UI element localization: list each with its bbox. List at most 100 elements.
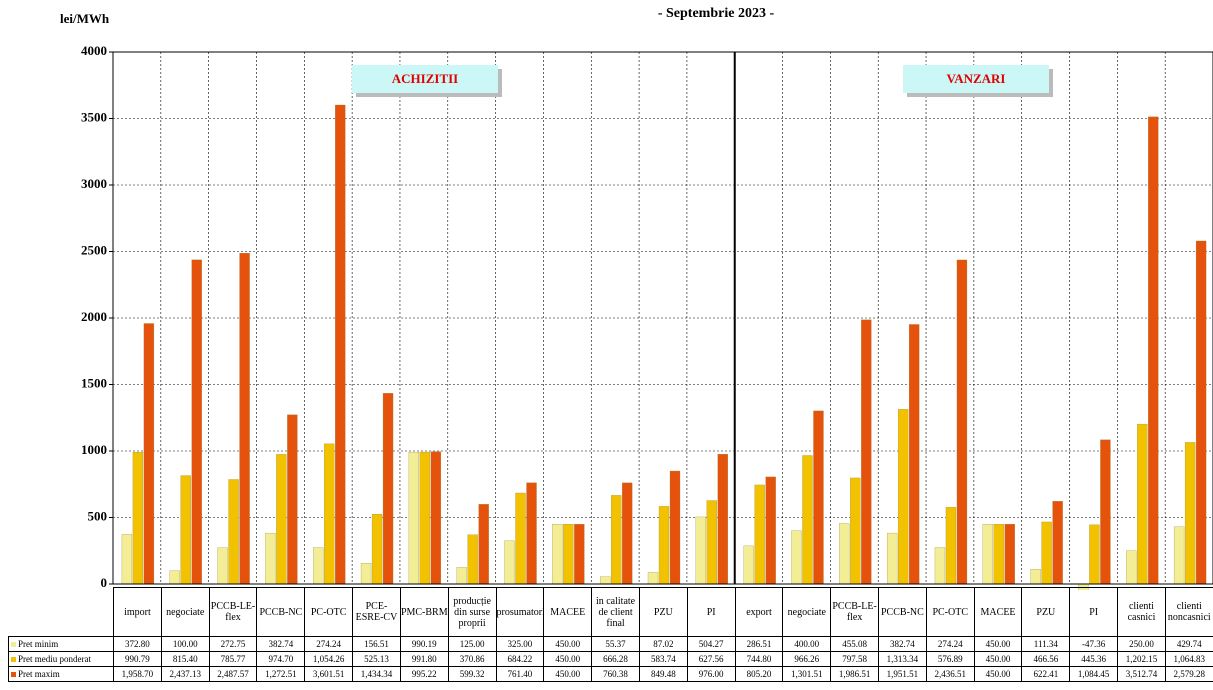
bar: [1126, 550, 1137, 585]
data-label: 455.08: [830, 636, 879, 652]
data-label: 325.00: [495, 636, 545, 652]
bar: [1052, 501, 1063, 585]
bar: [982, 524, 993, 585]
legend-swatch: [11, 657, 16, 663]
data-label: 1,202.15: [1117, 651, 1166, 667]
data-label: 1,434.34: [352, 666, 401, 682]
data-label: 274.24: [304, 636, 354, 652]
y-tick-label: 2500: [81, 242, 107, 257]
data-label: 2,437.13: [160, 666, 210, 682]
legend-label: Pret minim: [18, 639, 59, 649]
y-tick-label: 1500: [81, 375, 107, 390]
data-label: 576.89: [925, 651, 975, 667]
x-tick-label: PC-OTC: [925, 587, 975, 637]
data-label: 156.51: [352, 636, 401, 652]
bar: [706, 500, 717, 585]
data-label: 583.74: [638, 651, 688, 667]
bar: [1195, 240, 1207, 585]
x-tick-label: MACEE: [973, 587, 1023, 637]
bar: [287, 414, 298, 585]
annotation-box: [352, 65, 498, 93]
bar: [813, 410, 824, 585]
bar: [563, 524, 574, 585]
x-tick-label: PZU: [1021, 587, 1071, 637]
legend-swatch: [11, 672, 16, 678]
bar: [324, 443, 335, 585]
x-tick-label: in calitate de client final: [591, 587, 640, 637]
x-tick-label: PCE-ESRE-CV: [352, 587, 401, 637]
y-tick-label: 500: [88, 508, 108, 523]
x-tick-label: PCCB-LE-flex: [208, 587, 258, 637]
bar: [313, 547, 324, 585]
data-label: 627.56: [686, 651, 736, 667]
data-label: 599.32: [447, 666, 497, 682]
bar: [717, 454, 728, 585]
bar: [360, 563, 372, 585]
data-label: 100.00: [160, 636, 210, 652]
x-tick-label: PI: [686, 587, 736, 637]
category-row: import negociate PCCB-LE-flex PCCB-NC PC-OTC…: [9, 587, 1213, 637]
legend-swatch: [11, 642, 16, 648]
data-label: 450.00: [973, 651, 1023, 667]
bar: [276, 454, 287, 585]
data-label: 2,436.51: [925, 666, 975, 682]
series-row: Pret minim 372.80 100.00 272.75 382.74 274.24…: [8, 636, 1213, 652]
y-tick-label: 0: [101, 575, 108, 590]
bar: [647, 572, 659, 585]
bar: [886, 532, 898, 585]
annotation-box: [903, 65, 1049, 93]
bar: [611, 495, 622, 585]
x-tick-label: producție din surse proprii: [447, 587, 497, 637]
bar: [456, 567, 467, 585]
data-label: 1,084.45: [1069, 666, 1119, 682]
data-label: 760.38: [591, 666, 640, 682]
bar: [143, 323, 155, 585]
x-tick-label: PCCB-NC: [256, 587, 306, 637]
data-label: 1,301.51: [782, 666, 832, 682]
data-label: 370.86: [447, 651, 497, 667]
data-label: 429.74: [1164, 636, 1213, 652]
legend-entry: Pret minim: [8, 636, 114, 652]
bar: [467, 534, 478, 585]
bar: [1089, 524, 1100, 585]
data-label: 125.00: [447, 636, 497, 652]
bar: [504, 540, 515, 585]
bar: [1030, 569, 1041, 585]
bar: [658, 506, 670, 585]
bar: [239, 253, 250, 585]
bar: [1100, 439, 1111, 585]
data-label: 272.75: [208, 636, 258, 652]
data-label: 666.28: [591, 651, 640, 667]
bar: [897, 409, 909, 585]
y-tick-label: 4000: [81, 43, 107, 58]
x-tick-label: import: [113, 587, 162, 637]
bar: [765, 476, 776, 585]
bar: [1184, 442, 1196, 585]
data-label: 785.77: [208, 651, 258, 667]
x-tick-label: negociate: [160, 587, 210, 637]
bar: [1004, 524, 1015, 585]
data-label: -47.36: [1069, 636, 1119, 652]
data-label: 450.00: [543, 636, 593, 652]
x-tick-label: negociate: [782, 587, 832, 637]
x-tick-label: PCCB-LE-flex: [830, 587, 879, 637]
bar: [121, 534, 133, 585]
bar: [945, 507, 957, 585]
data-label: 1,054.26: [304, 651, 354, 667]
bar: [1148, 116, 1159, 585]
legend-label: Pret mediu ponderat: [18, 654, 91, 664]
bar: [1041, 521, 1052, 585]
bar: [408, 452, 420, 585]
data-label: 995.22: [399, 666, 449, 682]
bar: [265, 532, 276, 585]
x-tick-label: PC-OTC: [304, 587, 354, 637]
bar: [861, 319, 872, 585]
data-label: 450.00: [543, 666, 593, 682]
data-label: 1,313.34: [878, 651, 927, 667]
bar: [934, 547, 946, 585]
data-label: 1,958.70: [113, 666, 162, 682]
data-label: 966.26: [782, 651, 832, 667]
bar: [1137, 423, 1148, 585]
chart-subtitle: - Septembrie 2023 -: [658, 6, 775, 21]
y-tick-label: 3500: [81, 109, 107, 124]
